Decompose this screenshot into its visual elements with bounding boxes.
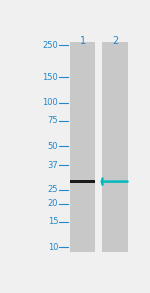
Text: 15: 15 [48,217,58,226]
Text: 2: 2 [112,36,118,46]
Text: 100: 100 [43,98,58,107]
Text: 75: 75 [48,116,58,125]
Bar [102,42,128,252]
Text: 150: 150 [43,73,58,82]
Text: 50: 50 [48,142,58,151]
Text: 37: 37 [48,161,58,170]
Text: 1: 1 [80,36,86,46]
Text: 20: 20 [48,199,58,208]
Text: 10: 10 [48,243,58,252]
Bar [70,180,96,183]
Text: 250: 250 [43,41,58,50]
Bar [70,42,96,252]
Text: 25: 25 [48,185,58,194]
